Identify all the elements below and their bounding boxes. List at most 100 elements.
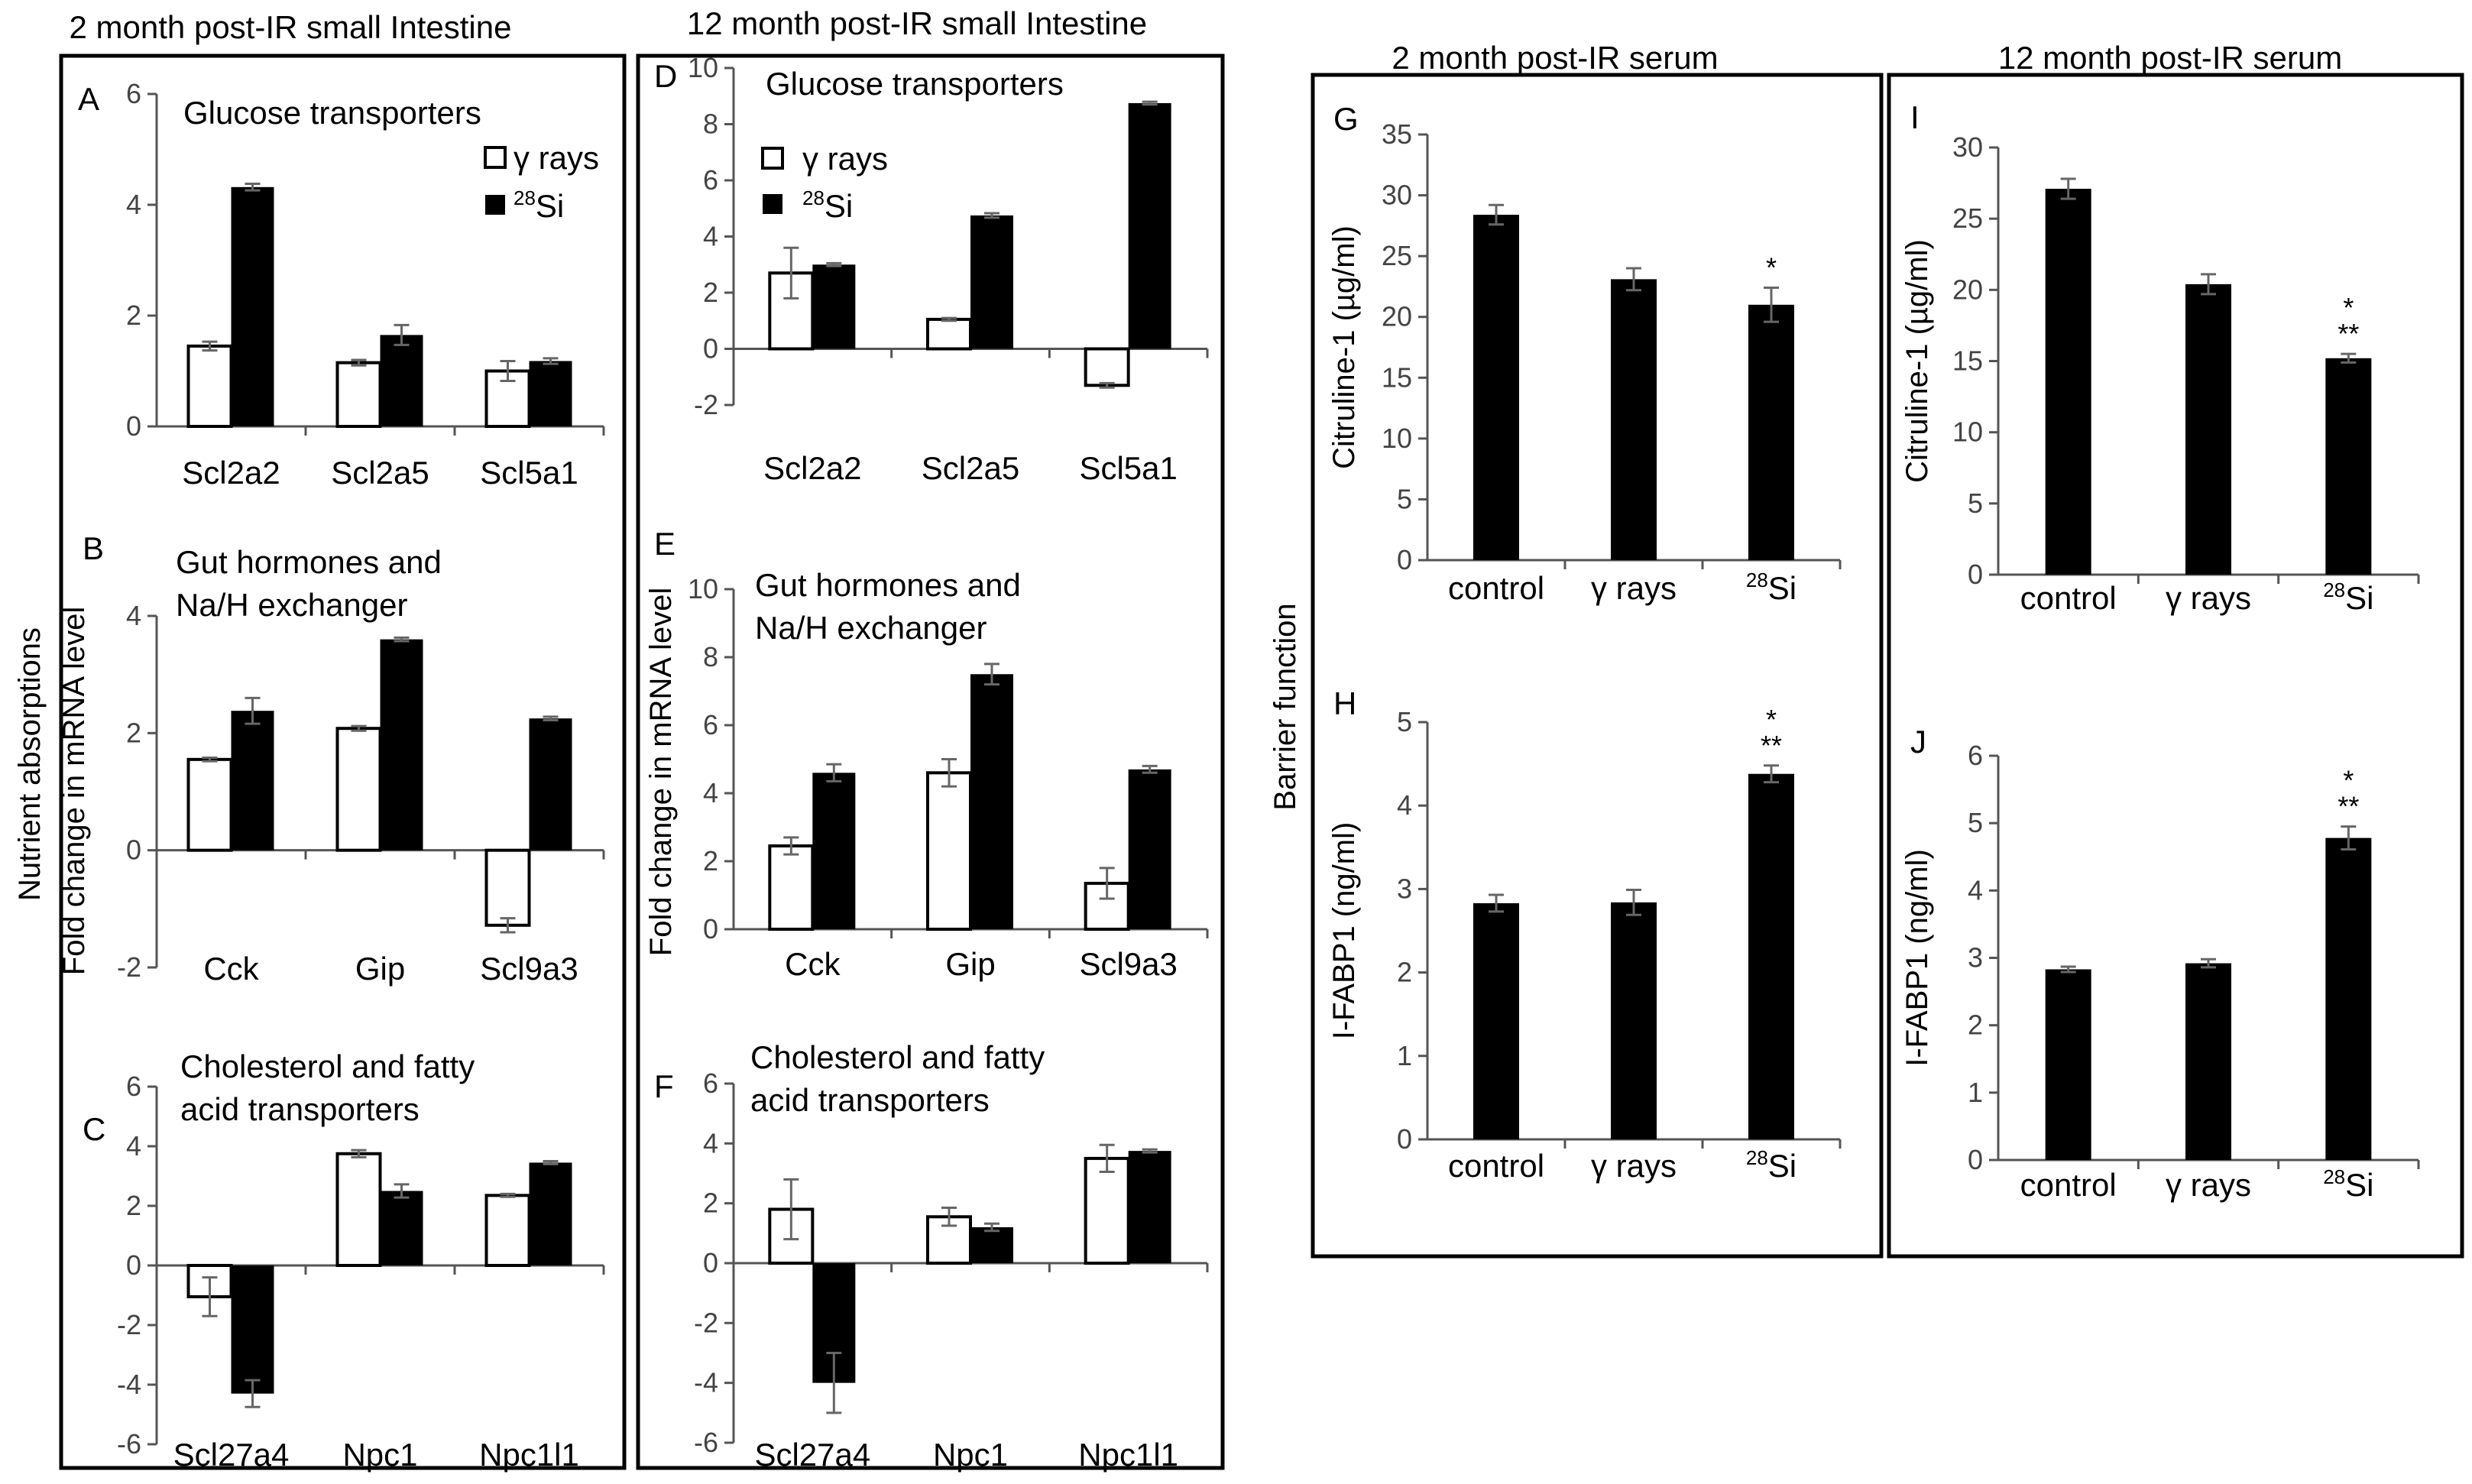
category-label-sup: 28	[2323, 578, 2345, 601]
bar-si	[2185, 284, 2231, 575]
y-tick-label: 10	[688, 52, 718, 83]
bar-si	[1128, 769, 1171, 929]
panel-letter: B	[83, 530, 104, 566]
bar-gamma	[484, 848, 531, 927]
y-tick-label: 3	[1968, 942, 1983, 974]
category-label: control	[2020, 580, 2117, 616]
y-tick-label: 8	[703, 641, 718, 672]
panel-letter: F	[654, 1068, 674, 1104]
fold-change-label-right: Fold change in mRNA level	[644, 588, 678, 956]
bar-gamma	[335, 1152, 382, 1267]
y-tick-label: 6	[703, 164, 718, 196]
bar-gamma	[335, 727, 382, 852]
category-label: 28Si	[2323, 578, 2373, 616]
bar-si	[380, 639, 423, 851]
y-tick-label: 4	[126, 600, 141, 631]
bar-si	[231, 1265, 274, 1394]
panel-H: H I-FABP1 (ng/ml) 0 1 2 3 4 5 control γ rays 28Si *…	[1327, 685, 1842, 1184]
y-tick-label: 0	[1397, 1123, 1412, 1155]
y-tick-label: 0	[703, 913, 718, 945]
bar-si	[529, 1162, 572, 1265]
bar-si	[2325, 838, 2372, 1160]
category-label: Scl9a3	[1079, 946, 1177, 982]
bar-si	[1128, 1151, 1171, 1263]
bar-si	[812, 773, 856, 929]
category-label: γ rays	[1591, 1148, 1677, 1184]
y-axis-label: I-FABP1 (ng/ml)	[1900, 849, 1934, 1067]
header-small-12m: 12 month post-IR small Intestine	[687, 5, 1147, 41]
panel-F: F Cholesterol and fatty acid transporters -…	[654, 1039, 1209, 1473]
significance-marker: *	[1766, 252, 1777, 284]
y-tick-label: 4	[1397, 789, 1412, 821]
bar-si	[970, 1227, 1013, 1263]
category-label: Scl2a2	[763, 450, 861, 486]
bar-si	[2185, 963, 2231, 1160]
y-tick-label: 2	[703, 277, 718, 308]
panel-E: E Gut hormones and Na/H exchanger 0 2 4 6 8 10 Cc…	[654, 526, 1209, 982]
y-tick-label: 10	[1952, 416, 1983, 448]
bar-si	[1748, 304, 1794, 560]
panel-letter: D	[654, 58, 677, 94]
header-serum-12m: 12 month post-IR serum	[1998, 40, 2343, 76]
y-tick-label: 2	[703, 845, 718, 876]
y-axis-label: Citruline-1 (µg/ml)	[1327, 225, 1361, 469]
bar-si	[1611, 902, 1657, 1139]
category-label: Gip	[945, 946, 995, 982]
y-tick-label: 6	[126, 78, 141, 109]
category-label: γ rays	[2166, 580, 2251, 616]
legend-si-label: 28Si	[514, 186, 564, 224]
panel-letter: E	[654, 526, 676, 562]
category-label: Scl2a2	[182, 455, 280, 491]
fold-change-label-left: Fold change in mRNA level	[57, 607, 91, 975]
y-tick-label: 10	[688, 573, 718, 604]
header-small-2m: 2 month post-IR small Intestine	[70, 9, 512, 45]
category-label: Gip	[355, 951, 405, 987]
y-tick-label: 0	[1968, 1144, 1983, 1175]
y-tick-label: -2	[694, 389, 718, 420]
panel-letter: C	[83, 1111, 105, 1147]
panel-title: Cholesterol and fatty	[750, 1039, 1045, 1075]
category-label: Scl27a4	[754, 1437, 870, 1473]
y-tick-label: -6	[694, 1427, 718, 1458]
bar-gamma	[1084, 347, 1130, 387]
panel-G: G Citruline-1 (µg/ml) 0 5 10 15 20 25 30 35 contro…	[1327, 101, 1842, 606]
y-tick-label: 2	[703, 1188, 718, 1219]
y-tick-label: 25	[1952, 203, 1983, 234]
category-label: Cck	[785, 946, 841, 982]
category-label-sup: 28	[1746, 1146, 1768, 1169]
y-tick-label: 2	[1397, 957, 1412, 988]
category-label: γ rays	[1591, 570, 1677, 606]
category-label: Scl5a1	[480, 455, 578, 491]
bar-si	[231, 711, 274, 851]
bar-gamma	[335, 361, 382, 428]
legend-A: γ rays 28Si	[484, 140, 599, 224]
panel-letter: J	[1910, 724, 1926, 760]
category-label: Npc1	[933, 1437, 1008, 1473]
bar-si	[970, 674, 1013, 929]
panel-title: Gut hormones and	[176, 544, 442, 580]
category-label: Cck	[203, 951, 259, 987]
bar-si	[1128, 102, 1171, 349]
bar-gamma	[926, 317, 972, 351]
y-tick-label: 0	[703, 333, 718, 365]
significance-marker: *	[2343, 292, 2354, 323]
category-label-sup: 28	[2323, 1165, 2345, 1188]
bar-gamma	[186, 344, 233, 428]
y-tick-label: 6	[126, 1071, 141, 1102]
y-tick-label: 0	[126, 410, 141, 442]
category-label-main: Si	[1768, 1148, 1796, 1184]
y-tick-label: -2	[694, 1307, 718, 1338]
panel-letter: H	[1333, 685, 1356, 721]
panel-A: A Glucose transporters 0 2 4 6 Scl2a2 Scl2a5 Scl…	[78, 78, 605, 491]
panel-title: Cholesterol and fatty	[180, 1048, 475, 1084]
category-label: Scl9a3	[480, 951, 578, 987]
bar-si	[1473, 215, 1519, 560]
y-tick-label: -4	[694, 1367, 718, 1398]
bar-si	[2045, 189, 2091, 575]
panel-letter: G	[1333, 101, 1359, 137]
bar-si	[970, 215, 1013, 349]
bar-gamma	[484, 1194, 531, 1267]
category-label: control	[1448, 1148, 1544, 1184]
nutrient-absorptions-label: Nutrient absorptions	[13, 627, 47, 901]
